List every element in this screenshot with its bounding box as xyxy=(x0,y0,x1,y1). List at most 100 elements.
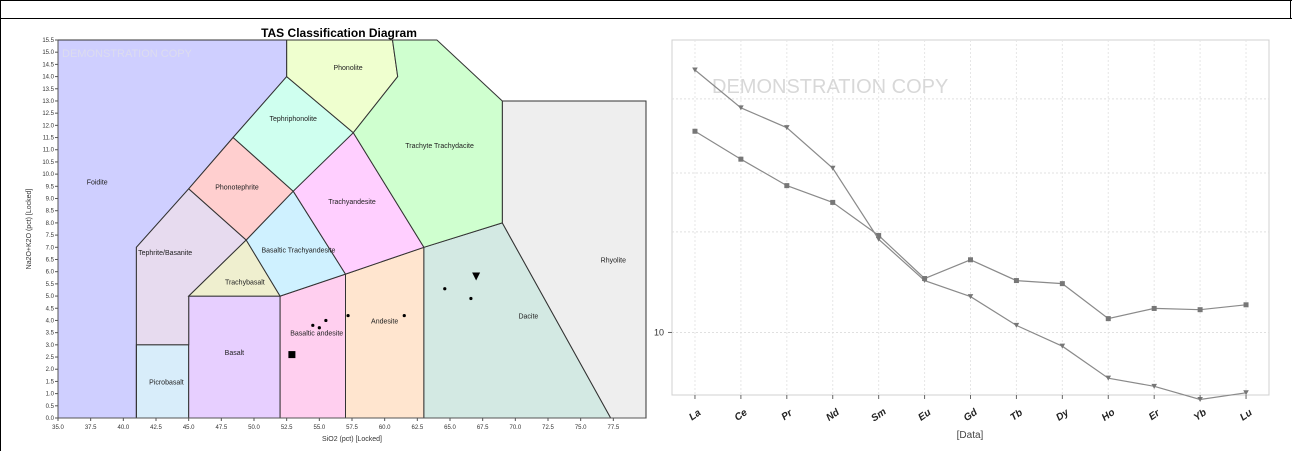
tas-x-tick-label: 55.0 xyxy=(313,425,325,431)
ree-series-marker-square xyxy=(1013,278,1019,284)
tas-y-tick-label: 9.0 xyxy=(46,197,55,203)
tas-sample-dot xyxy=(324,318,328,323)
ree-series-marker-triangle xyxy=(1197,397,1203,403)
tas-sample-dot xyxy=(402,313,406,318)
tas-field-label: Phonolite xyxy=(333,65,362,72)
ree-series-marker-square xyxy=(1197,307,1203,313)
tas-x-tick-label: 37.5 xyxy=(85,425,97,431)
tas-field-label: Basalt xyxy=(225,350,245,357)
tas-x-tick-label: 52.5 xyxy=(281,425,293,431)
ree-series-marker-triangle xyxy=(738,105,744,111)
tas-field-label: Trachybasalt xyxy=(225,279,265,286)
tas-diagram: TAS Classification Diagram DEMONSTRATION… xyxy=(26,26,647,443)
tas-x-tick-label: 45.0 xyxy=(183,425,195,431)
tas-x-tick-label: 70.0 xyxy=(509,425,521,431)
ree-x-tick-label: Ho xyxy=(1100,407,1117,424)
tas-y-tick-label: 3.0 xyxy=(46,343,55,349)
tas-field-label: Foidite xyxy=(87,179,108,186)
tas-field-label: Tephriphonolite xyxy=(269,116,317,123)
ree-x-tick-label: Dy xyxy=(1054,407,1071,424)
tas-title: TAS Classification Diagram xyxy=(261,26,417,40)
tas-field-label: Rhyolite xyxy=(601,257,626,264)
tas-x-tick-label: 72.5 xyxy=(542,425,554,431)
ree-series-marker-square xyxy=(784,183,790,189)
tas-x-tick-label: 62.5 xyxy=(411,425,423,431)
tas-y-tick-label: 8.0 xyxy=(46,221,55,227)
tas-field-label: Trachyandesite xyxy=(328,199,376,206)
ree-series-marker-square xyxy=(876,233,882,239)
ree-x-tick-label: Tb xyxy=(1009,407,1025,423)
tas-sample-dot xyxy=(469,296,473,301)
ree-series-marker-triangle xyxy=(829,165,836,171)
tas-x-tick-label: 47.5 xyxy=(215,425,227,431)
ree-watermark: DEMONSTRATION COPY xyxy=(712,76,948,98)
ree-series-marker-triangle xyxy=(1243,390,1249,396)
ree-series-marker-square xyxy=(1243,302,1249,308)
tas-field-label: Basaltic andesite xyxy=(290,331,343,338)
tas-x-tick-label: 65.0 xyxy=(444,425,456,431)
tas-y-tick-label: 7.5 xyxy=(46,233,55,239)
tas-field-label: Tephrite/Basanite xyxy=(138,250,192,257)
ree-series-marker-triangle xyxy=(921,278,928,284)
tas-y-tick-label: 2.0 xyxy=(46,367,55,373)
ree-series-marker-triangle xyxy=(967,294,974,300)
tas-field-trachyte-trachydacite xyxy=(352,39,503,248)
ree-spider-diagram: DEMONSTRATION COPY 10 La Ce Pr Nd Sm Eu Gd Tb Dy H… xyxy=(654,39,1270,441)
ree-series-marker-triangle xyxy=(1059,343,1066,349)
tas-x-tick-label: 35.0 xyxy=(52,425,64,431)
tas-y-tick-label: 14.5 xyxy=(42,62,54,68)
tas-y-tick-label: 1.0 xyxy=(46,392,55,398)
tas-y-tick-label: 12.0 xyxy=(42,123,54,129)
tas-field-label: Trachyte Trachydacite xyxy=(405,143,474,150)
tas-y-axis-label: Na2O+K2O (pct) [Locked] xyxy=(26,189,33,270)
tas-x-tick-label: 50.0 xyxy=(248,425,260,431)
ree-series-marker-square xyxy=(738,156,744,162)
ree-series-marker-triangle xyxy=(1013,322,1020,328)
tas-x-tick-label: 57.5 xyxy=(346,425,358,431)
tas-y-tick-label: 4.5 xyxy=(46,306,55,312)
tas-y-tick-label: 0.5 xyxy=(46,404,55,410)
tas-y-tick-label: 5.0 xyxy=(46,294,55,300)
ree-x-tick-label: Nd xyxy=(824,407,842,424)
tas-y-tick-label: 6.0 xyxy=(46,270,55,276)
tas-y-tick-label: 14.0 xyxy=(42,75,54,81)
ree-series-marker-triangle xyxy=(784,125,790,131)
tas-y-tick-label: 5.5 xyxy=(46,282,55,288)
tas-field-andesite xyxy=(345,246,425,419)
tas-field-label: Phonotephrite xyxy=(215,184,259,191)
ree-x-tick-label: Er xyxy=(1147,407,1163,423)
ree-x-tick-label: Ce xyxy=(733,407,750,424)
ree-series-marker-square xyxy=(1105,316,1111,322)
frame-divider xyxy=(1290,0,1291,18)
ree-series-marker-square xyxy=(830,199,836,205)
tas-y-tick-label: 15.5 xyxy=(42,38,54,44)
ree-x-tick-label: Gd xyxy=(962,406,980,423)
ree-series-marker-triangle xyxy=(692,67,698,73)
tas-y-tick-label: 12.5 xyxy=(42,111,54,117)
tas-x-tick-label: 77.5 xyxy=(607,425,619,431)
tas-y-tick-label: 0.0 xyxy=(46,416,55,422)
ree-x-tick-label: Sm xyxy=(869,406,888,424)
header-rule xyxy=(0,18,1292,19)
tas-sample-square xyxy=(288,351,296,359)
ree-series-marker-square xyxy=(968,257,973,263)
tas-y-tick-label: 4.0 xyxy=(46,318,55,324)
tas-field-basaltic-andesite xyxy=(279,273,346,419)
tas-watermark: DEMONSTRATION COPY xyxy=(62,48,193,60)
tas-sample-dot xyxy=(317,326,321,330)
tas-y-tick-label: 3.5 xyxy=(46,331,55,337)
tas-y-tick-label: 10.0 xyxy=(42,172,54,178)
ree-x-tick-label: La xyxy=(687,407,703,423)
ree-x-tick-label: Eu xyxy=(916,407,933,423)
ree-x-tick-label: Pr xyxy=(780,407,796,423)
tas-sample-dot xyxy=(311,323,315,327)
tas-field-label: Dacite xyxy=(518,314,538,321)
tas-y-tick-label: 10.5 xyxy=(42,160,54,166)
ree-series-marker-square xyxy=(692,128,698,134)
ree-y-tick-label: 10 xyxy=(654,327,664,337)
tas-x-tick-label: 67.5 xyxy=(477,425,489,431)
tas-y-tick-label: 11.0 xyxy=(43,148,55,154)
ree-x-axis-label: [Data] xyxy=(957,430,984,441)
